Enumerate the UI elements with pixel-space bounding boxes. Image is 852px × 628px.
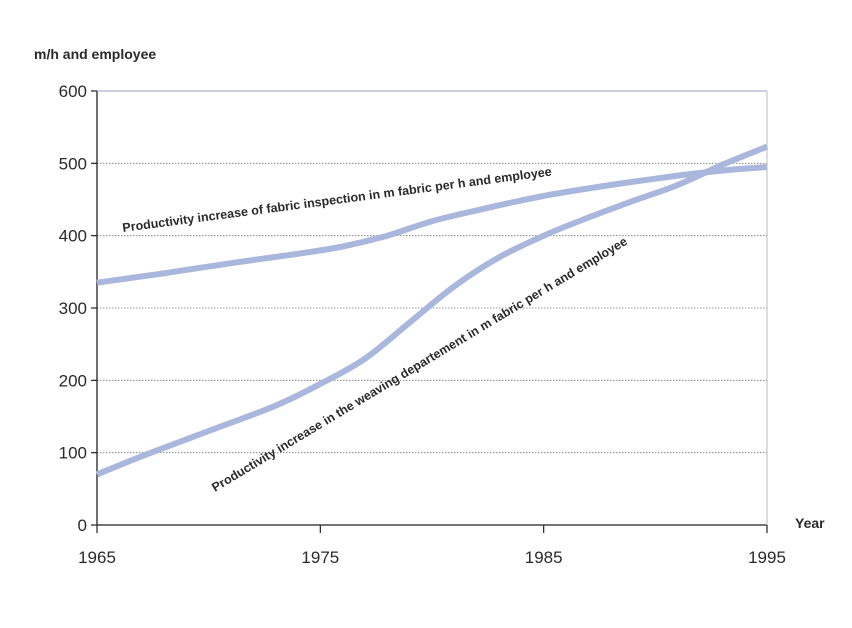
y-tick-label-200: 200: [59, 371, 87, 390]
series-lines: [95, 143, 769, 478]
y-tick-label-0: 0: [78, 516, 87, 535]
x-tick-label-1965: 1965: [78, 548, 116, 567]
gridlines: [97, 90, 767, 454]
y-tick-label-500: 500: [59, 154, 87, 173]
series-line-weaving: [95, 143, 769, 478]
series-label-weaving: Productivity increase in the weaving dep…: [209, 234, 629, 494]
x-axis-title: Year: [795, 515, 825, 531]
series-label-fabric-inspection: Productivity increase of fabric inspecti…: [122, 165, 553, 235]
y-axis-title: m/h and employee: [34, 46, 156, 62]
y-tick-label-300: 300: [59, 299, 87, 318]
axes-frame: [91, 90, 768, 533]
series-line-fabric-inspection: [96, 164, 768, 286]
y-tick-label-100: 100: [59, 444, 87, 463]
tick-labels: 0 100 200 300 400 500 600 1965 1975 1985 1995: [59, 82, 786, 567]
x-tick-label-1995: 1995: [748, 548, 786, 567]
y-tick-label-400: 400: [59, 227, 87, 246]
x-tick-label-1985: 1985: [525, 548, 563, 567]
x-tick-label-1975: 1975: [301, 548, 339, 567]
y-tick-label-600: 600: [59, 82, 87, 101]
